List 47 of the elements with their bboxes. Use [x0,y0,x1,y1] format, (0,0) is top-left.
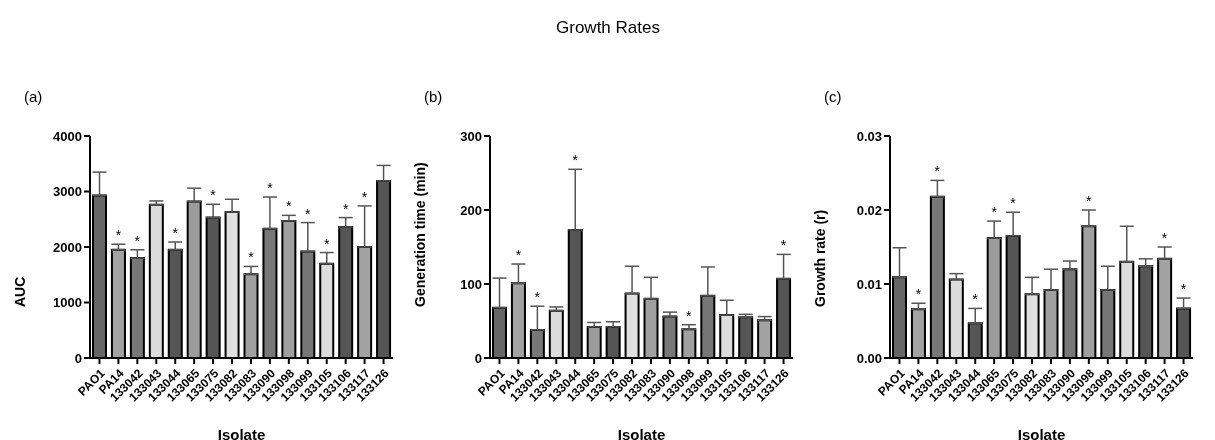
y-tick-label: 2000 [53,239,82,255]
annotation: * [1086,193,1093,209]
y-tick-label: 0 [74,350,82,366]
annotation: * [1180,281,1187,298]
annotation: * [210,187,217,204]
y-tick-label: 1000 [53,295,82,311]
y-tick-label: 200 [460,202,482,218]
annotation: * [115,227,122,244]
annotation: * [915,286,922,303]
annotation: * [342,200,349,217]
x-axis-title: Isolate [617,426,666,440]
annotation: * [515,247,522,264]
chart-subtitle: (c) [824,88,842,105]
annotation: * [780,237,787,254]
annotation: * [1010,195,1017,212]
y-tick-label: 300 [460,128,482,144]
y-axis-title: AUC [11,276,28,307]
y-tick-label: 0.02 [856,202,882,218]
x-axis-title: Isolate [1017,426,1066,440]
x-axis-title: Isolate [217,426,266,440]
annotation: * [323,235,330,252]
annotation: * [686,307,693,324]
y-tick-label: 100 [460,276,482,292]
annotation: * [972,291,979,308]
y-axis-title: Growth rate (r) [811,209,828,307]
annotation: * [534,289,541,306]
annotation: * [572,152,579,169]
y-axis-title: Generation time (min) [411,162,428,307]
y-tick-label: 4000 [53,128,82,144]
annotation: * [934,163,941,180]
chart-title: Growth Rates [555,18,661,38]
y-tick-label: 0.03 [856,128,882,144]
annotation: * [172,225,179,242]
y-tick-label: 0.00 [856,350,882,366]
annotation: * [248,249,255,266]
annotation: * [134,232,141,249]
annotation: * [991,204,998,221]
chart-subtitle: (b) [424,88,443,105]
annotation: * [361,188,368,205]
annotation: * [286,198,293,215]
y-tick-label: 0.01 [856,276,882,292]
y-tick-label: 3000 [53,184,82,200]
annotation: * [267,180,274,197]
annotation: * [305,205,312,222]
chart-subtitle: (a) [24,88,43,105]
y-tick-label: 0 [474,350,482,366]
annotation: * [1161,230,1168,246]
